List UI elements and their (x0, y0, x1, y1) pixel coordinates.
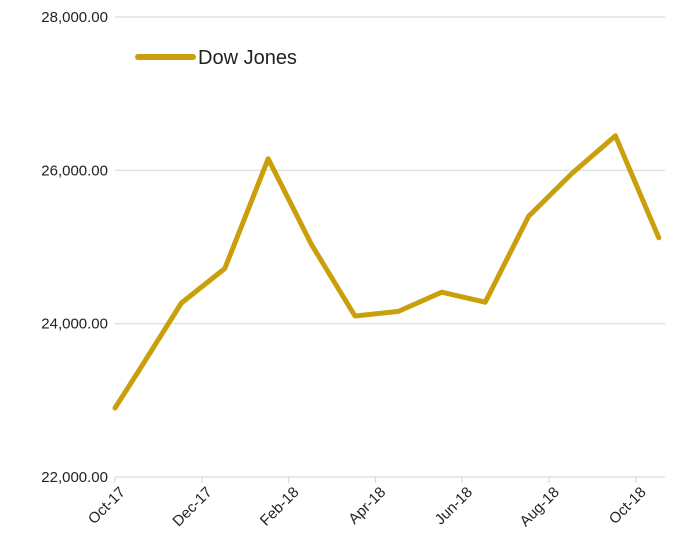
series-line-dow-jones (112, 133, 662, 411)
legend-label-dow-jones: Dow Jones (198, 47, 297, 69)
x-tick-label: Oct-17 (85, 484, 129, 528)
x-tick-label: Oct-18 (606, 484, 650, 528)
y-tick-label: 26,000.00 (41, 162, 108, 179)
x-tick-label: Jun-18 (432, 484, 476, 528)
series-layer (112, 133, 662, 411)
legend: Dow Jones (135, 47, 297, 69)
x-tick-label: Dec-17 (169, 484, 215, 530)
x-axis (114, 476, 665, 483)
x-tick-labels: Oct-17 Dec-17 Feb-18 Apr-18 Jun-18 Aug-18 Oct-… (85, 484, 650, 530)
x-tick-label: Apr-18 (345, 484, 389, 528)
x-tick-label: Aug-18 (517, 484, 563, 530)
y-tick-label: 22,000.00 (41, 469, 108, 486)
y-tick-label: 24,000.00 (41, 316, 108, 333)
x-tick-label: Feb-18 (257, 484, 303, 530)
y-tick-label: 28,000.00 (41, 9, 108, 26)
y-axis: 22,000.00 24,000.00 26,000.00 28,000.00 (41, 9, 108, 486)
